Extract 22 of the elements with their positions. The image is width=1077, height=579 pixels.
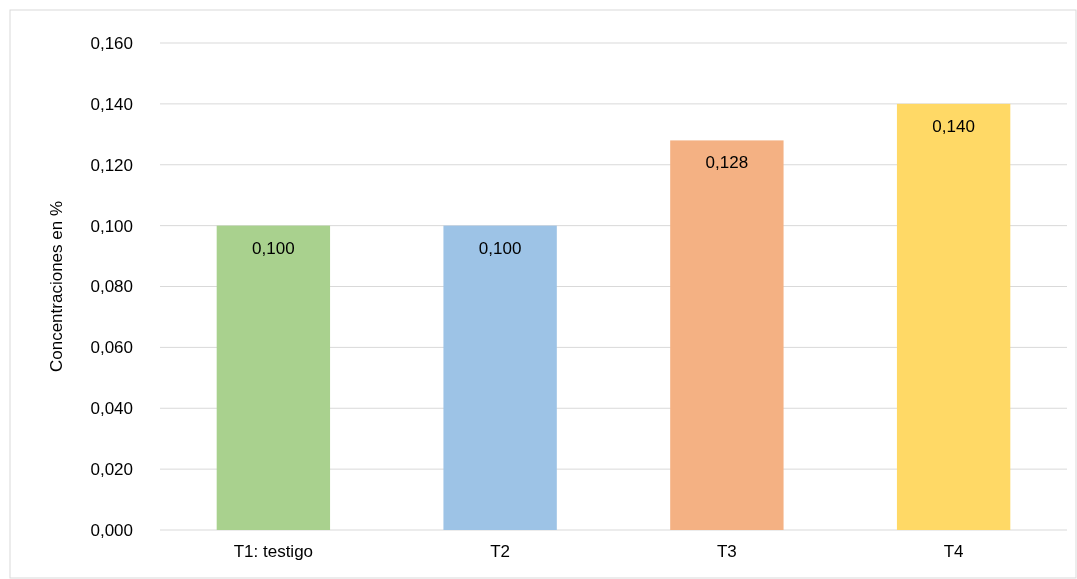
y-tick-label: 0,140 bbox=[90, 94, 133, 114]
y-tick-label: 0,080 bbox=[90, 277, 133, 297]
y-tick-label: 0,060 bbox=[90, 338, 133, 358]
y-tick-label: 0,100 bbox=[90, 216, 133, 236]
x-tick-label: T4 bbox=[943, 542, 964, 561]
bar bbox=[896, 103, 1011, 530]
bar bbox=[670, 140, 784, 530]
x-tick-label: T3 bbox=[716, 542, 737, 561]
data-label: 0,100 bbox=[252, 238, 295, 258]
y-tick-label: 0,040 bbox=[90, 399, 133, 419]
bar bbox=[216, 225, 331, 530]
y-tick-label: 0,020 bbox=[90, 460, 133, 480]
y-axis-title: Concentraciones en % bbox=[47, 200, 66, 373]
y-tick-label: 0,160 bbox=[90, 33, 133, 53]
x-tick-label: T1: testigo bbox=[233, 542, 314, 561]
x-tick-label: T2 bbox=[490, 542, 511, 561]
bar bbox=[443, 225, 557, 530]
y-tick-label: 0,120 bbox=[90, 155, 133, 175]
data-label: 0,100 bbox=[478, 238, 522, 258]
data-label: 0,140 bbox=[932, 116, 975, 136]
data-label: 0,128 bbox=[705, 153, 749, 173]
y-tick-label: 0,000 bbox=[90, 520, 133, 540]
